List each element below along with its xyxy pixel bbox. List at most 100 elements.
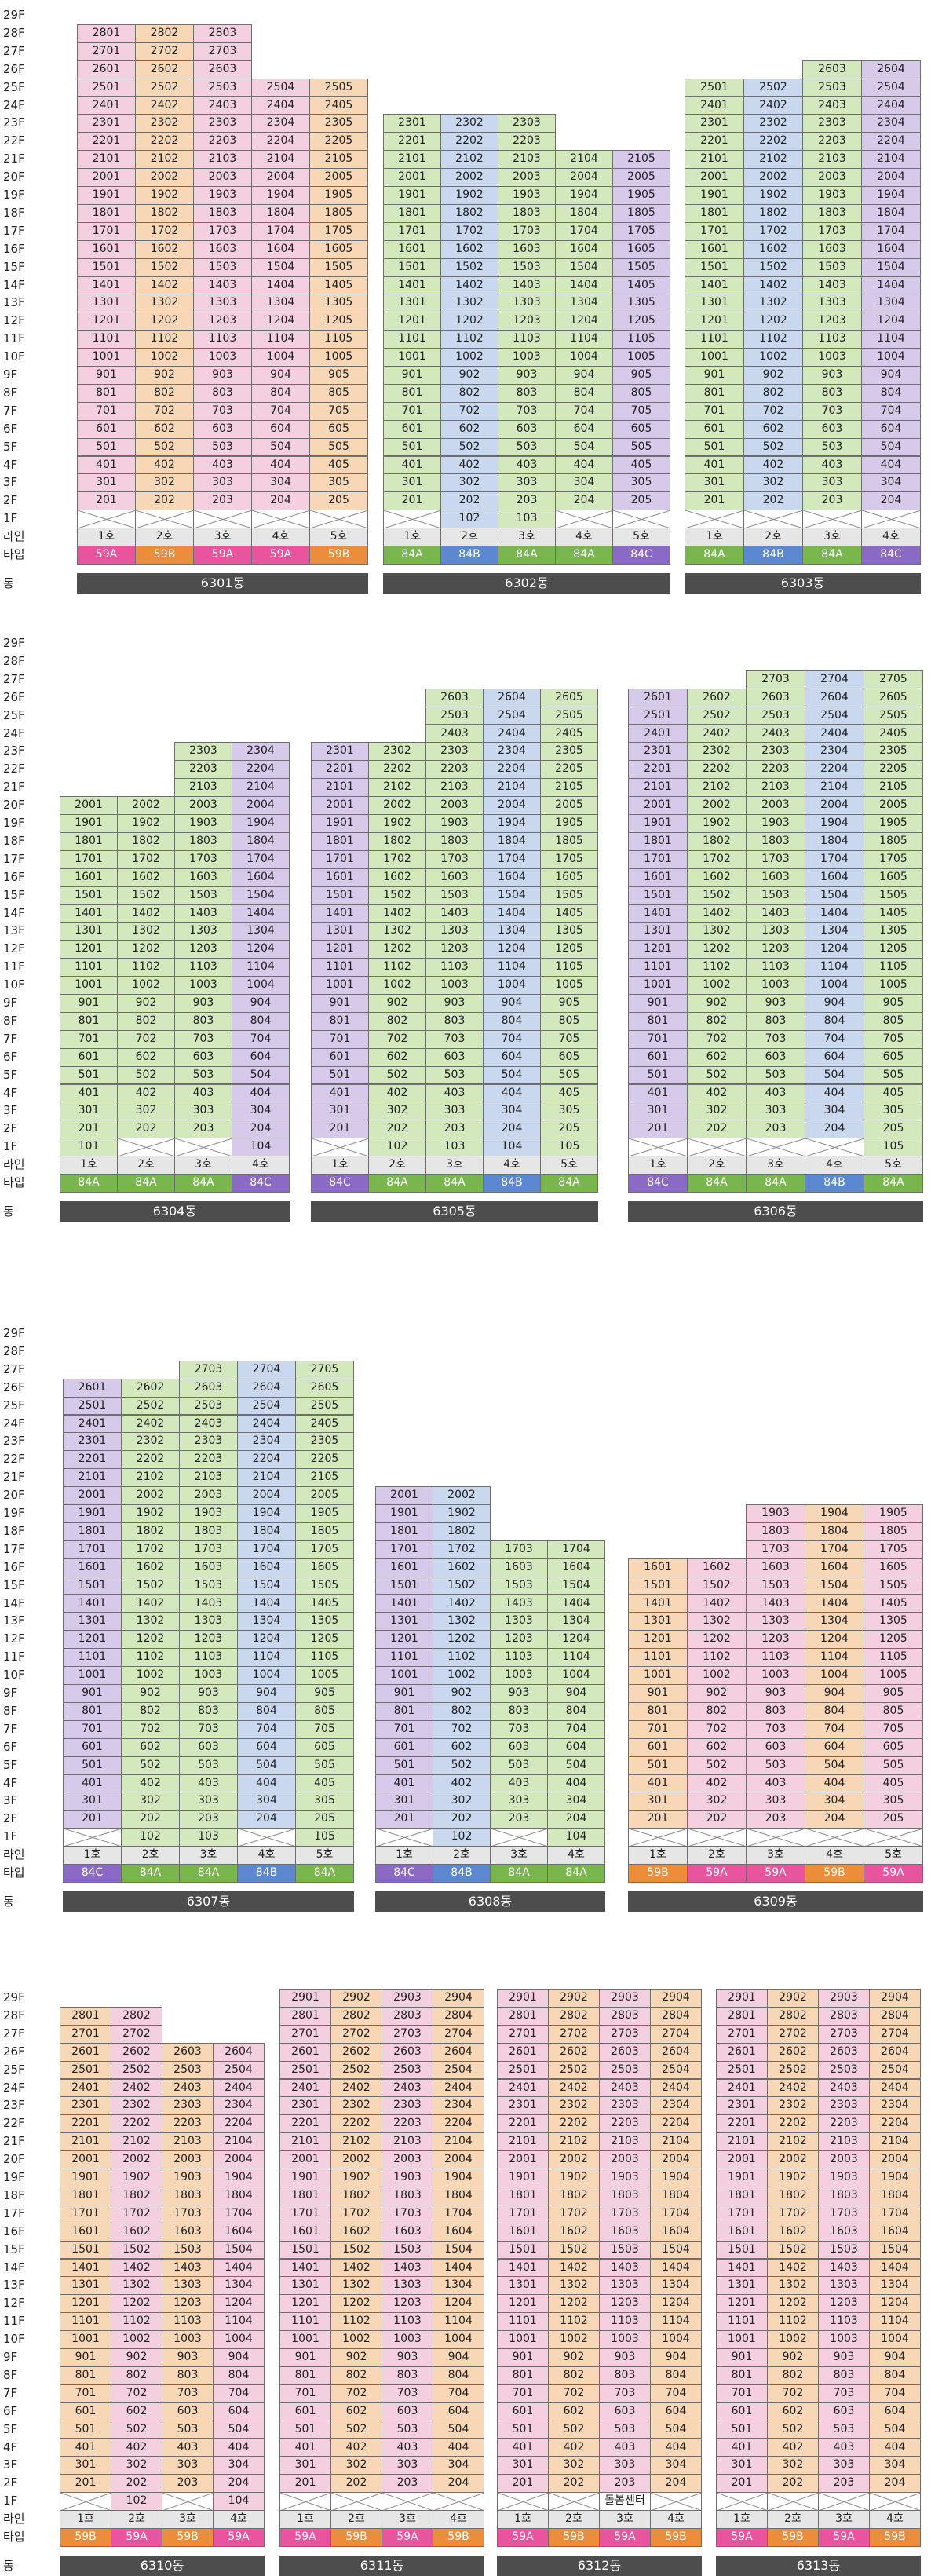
unit-cell: 202: [687, 1120, 747, 1139]
unit-cell: 1405: [864, 904, 923, 923]
unit-cell: 1902: [548, 2169, 600, 2187]
unit-cell: 1205: [864, 940, 923, 959]
unit-cell: 905: [309, 366, 368, 385]
type-badge: 84A: [864, 1174, 923, 1193]
unit-cell: 1302: [433, 1612, 491, 1631]
unit-cell: 402: [743, 455, 803, 475]
line-label: 3호: [802, 528, 862, 546]
unit-cell: 1004: [237, 1666, 296, 1685]
unit-cell: 1101: [497, 2312, 549, 2332]
unit-cell: 1401: [716, 2258, 768, 2278]
unit-cell: 1705: [864, 850, 923, 869]
unit-cell: 2001: [60, 2150, 111, 2169]
piloti-cross-icon: [280, 2493, 330, 2511]
piloti-cross-icon: [78, 510, 135, 528]
unit-cell: 2003: [746, 796, 805, 815]
piloti-cell: [548, 2492, 600, 2512]
unit-cell: 1103: [425, 958, 484, 977]
unit-cell: 604: [237, 1737, 296, 1757]
unit-cell: 1703: [599, 2204, 651, 2223]
unit-cell: 504: [805, 1065, 864, 1085]
unit-cell: 501: [311, 1065, 369, 1085]
unit-cell: 2703: [599, 2024, 651, 2044]
unit-cell: 2203: [179, 1450, 238, 1470]
piloti-cell: [864, 1828, 923, 1847]
unit-cell: 2102: [687, 778, 747, 798]
unit-cell: 2103: [174, 778, 232, 798]
unit-cell: 204: [805, 1120, 864, 1139]
unit-cell: 1304: [232, 922, 290, 941]
unit-cell: 804: [213, 2366, 265, 2385]
unit-cell: 404: [805, 1083, 864, 1103]
unit-cell: 1704: [869, 2204, 921, 2223]
unit-cell: 804: [237, 1701, 296, 1721]
unit-cell: 1203: [746, 1630, 805, 1650]
piloti-cell: [174, 1138, 232, 1157]
unit-cell: 2103: [193, 150, 252, 170]
unit-cell: 1404: [861, 276, 921, 295]
unit-cell: 601: [716, 2402, 768, 2421]
line-label: 4호: [805, 1846, 864, 1865]
unit-cell: 605: [864, 1737, 923, 1757]
floor-label: 2F: [3, 2476, 18, 2490]
unit-cell: 303: [498, 473, 556, 493]
unit-cell: 705: [612, 401, 670, 421]
unit-cell: 1702: [368, 850, 426, 869]
piloti-cell: [818, 2492, 870, 2512]
piloti-cross-icon: [629, 1829, 687, 1847]
unit-cell: 1902: [743, 186, 803, 205]
unit-cell: 802: [440, 383, 498, 403]
unit-cell: 301: [279, 2456, 331, 2476]
line-label: 3호: [382, 2510, 433, 2529]
unit-cell: 601: [311, 1047, 369, 1067]
line-row-label: 라인: [3, 529, 25, 544]
unit-cell: 1402: [117, 904, 175, 923]
unit-cell: 604: [555, 419, 613, 439]
unit-cell: 602: [433, 1737, 491, 1757]
floor-label: 29F: [3, 636, 25, 650]
unit-cell: 1504: [433, 2240, 484, 2260]
unit-cell: 2602: [121, 1378, 180, 1398]
unit-cell: 2002: [368, 796, 426, 815]
unit-cell: 2001: [383, 168, 441, 187]
unit-cell: 601: [375, 1737, 433, 1757]
unit-cell: 1503: [802, 258, 862, 277]
unit-cell: 1101: [716, 2312, 768, 2332]
unit-cell: 2001: [375, 1486, 433, 1505]
unit-cell: 2303: [818, 2096, 870, 2116]
unit-cell: 2105: [540, 778, 598, 798]
unit-cell: 204: [861, 491, 921, 511]
piloti-cell: [135, 510, 194, 529]
piloti-cell: [555, 510, 613, 529]
unit-cell: 401: [628, 1774, 688, 1793]
unit-cell: 2703: [746, 670, 805, 689]
unit-cell: 401: [279, 2438, 331, 2457]
floor-label: 12F: [3, 2296, 25, 2311]
piloti-cross-icon: [747, 1829, 805, 1847]
unit-cell: 1204: [251, 312, 310, 331]
unit-cell: 1904: [232, 814, 290, 833]
unit-cell: 2602: [111, 2042, 162, 2062]
piloti-cell: [162, 2492, 214, 2512]
unit-cell: 2104: [650, 2132, 702, 2152]
unit-cell: 2404: [483, 724, 541, 744]
unit-cell: 2003: [818, 2150, 870, 2169]
unit-cell: 1305: [309, 294, 368, 313]
first-floor-unit: 104: [547, 1828, 605, 1847]
unit-cell: 1402: [548, 2258, 600, 2278]
unit-cell: 1202: [687, 940, 747, 959]
type-badge: 59B: [805, 1864, 864, 1883]
piloti-cross-icon: [376, 1829, 433, 1847]
unit-cell: 1505: [864, 886, 923, 905]
unit-cell: 304: [861, 473, 921, 493]
unit-cell: 1903: [193, 186, 252, 205]
unit-cell: 2505: [540, 706, 598, 725]
unit-cell: 1901: [716, 2169, 768, 2187]
unit-cell: 304: [869, 2456, 921, 2476]
unit-cell: 2604: [869, 2042, 921, 2062]
unit-cell: 1602: [368, 868, 426, 887]
floor-label: 27F: [3, 1361, 25, 1376]
unit-cell: 305: [295, 1792, 354, 1811]
unit-cell: 1004: [650, 2330, 702, 2349]
floor-label: 22F: [3, 1452, 25, 1467]
